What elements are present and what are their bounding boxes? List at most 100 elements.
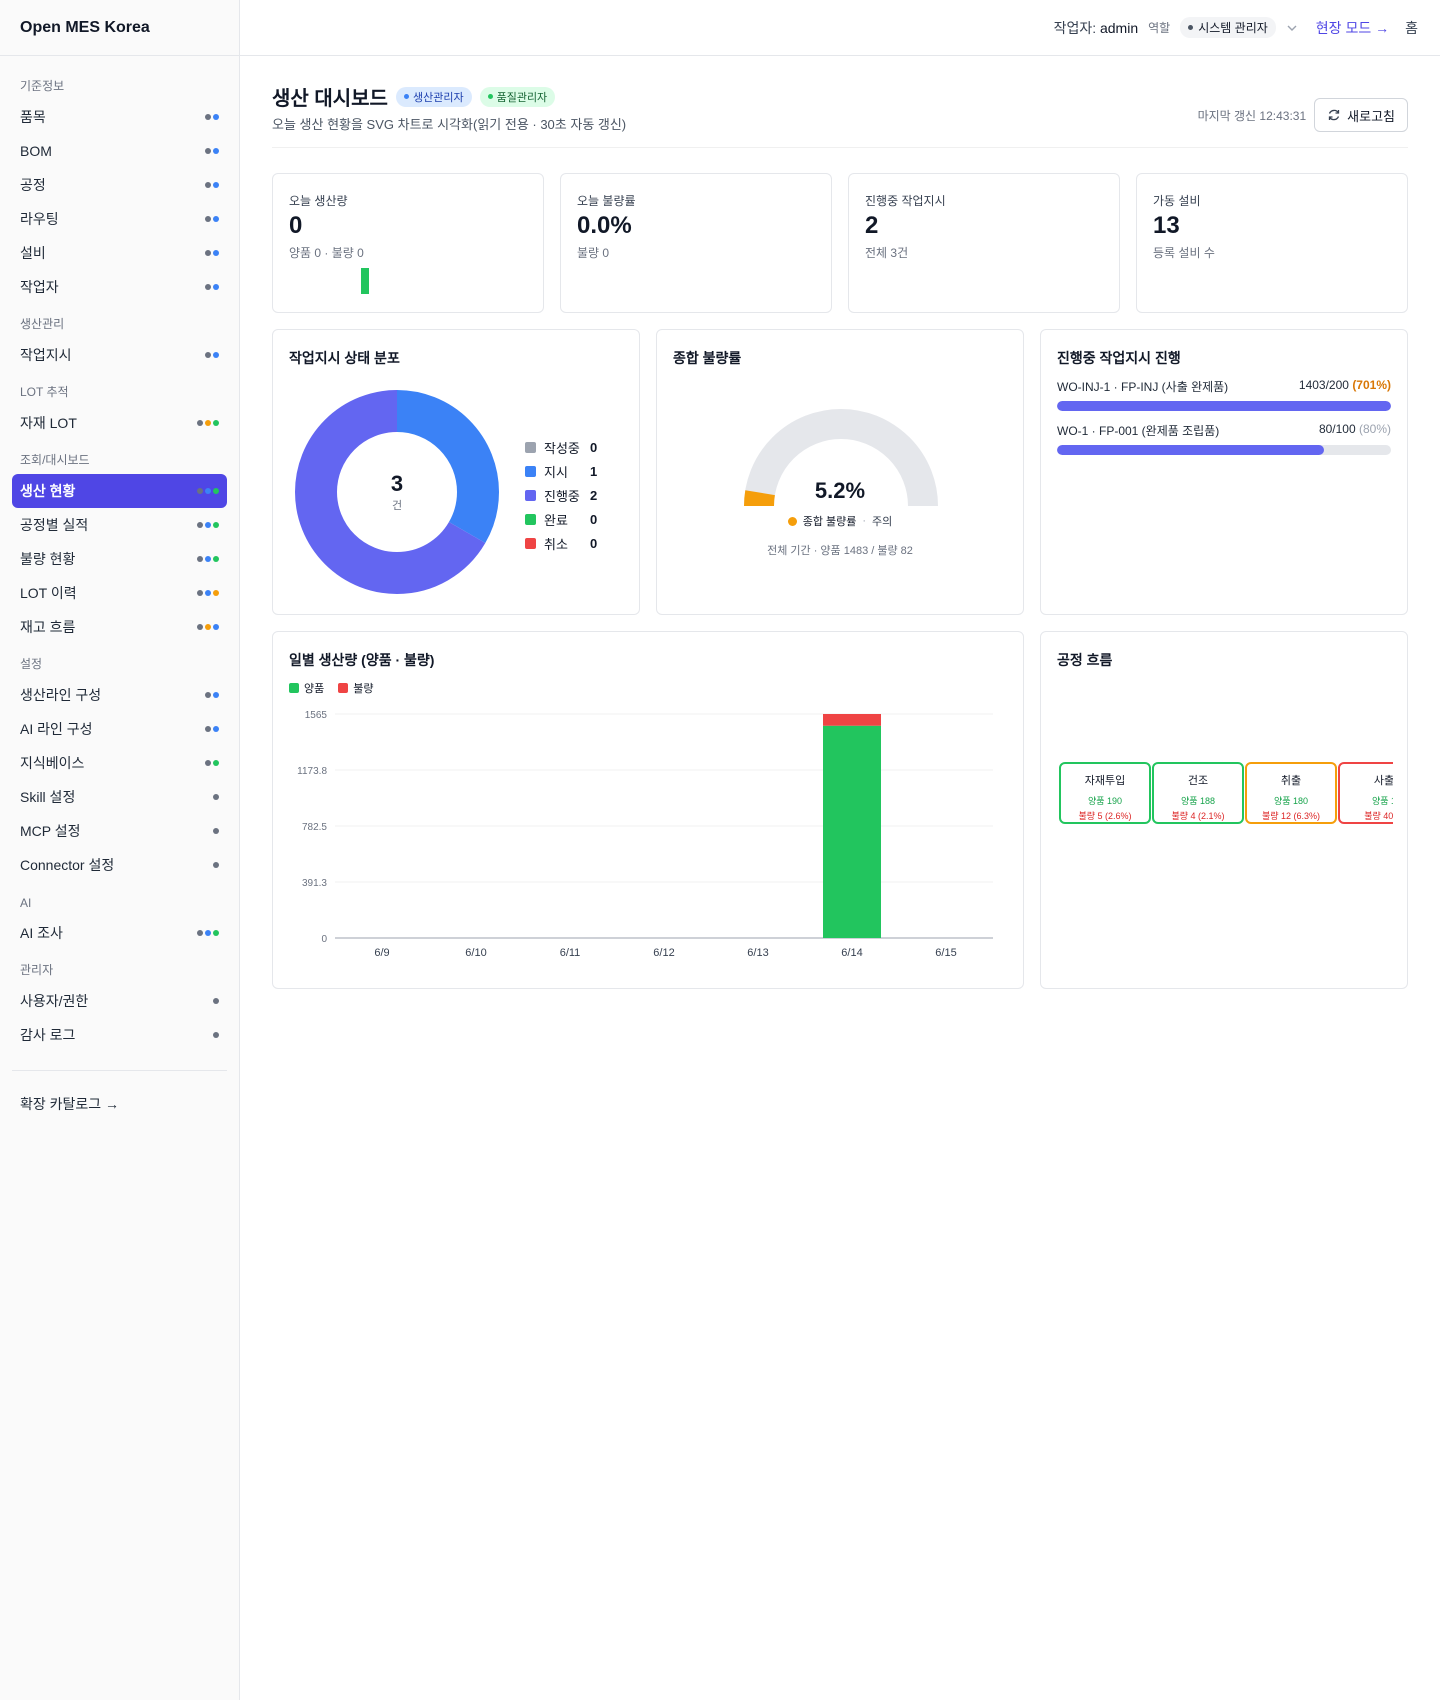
refresh-label: 새로고침	[1347, 108, 1395, 124]
sidebar-item[interactable]: Connector 설정	[12, 848, 227, 882]
process-step-name: 취출	[1280, 775, 1302, 787]
status-dot-icon	[213, 182, 219, 188]
process-step-name: 사출	[1373, 775, 1393, 787]
sidebar-item-label: 설비	[20, 245, 46, 261]
gauge-fill	[744, 490, 775, 507]
legend-swatch	[525, 441, 536, 453]
refresh-button[interactable]: 새로고침	[1314, 98, 1408, 132]
worker-name: admin	[1099, 19, 1139, 36]
status-dot-icon	[213, 284, 219, 290]
sidebar-item[interactable]: 감사 로그	[12, 1018, 227, 1052]
legend-label: 작성중	[544, 440, 580, 456]
sidebar-item[interactable]: 생산라인 구성	[12, 678, 227, 712]
sidebar-item-label: MCP 설정	[20, 823, 81, 839]
sidebar-item[interactable]: 품목	[12, 100, 227, 134]
wo-progress-card: 진행중 작업지시 진행 WO-INJ-1 · FP-INJ (사출 완제품) 14…	[1040, 329, 1408, 615]
extension-catalog-link[interactable]: 확장 카탈로그 →	[20, 1096, 120, 1112]
process-flow: 자재투입 양품 190 불량 5 (2.6%) 건조 양품 188 불량 4 (2.1%)…	[1059, 632, 1393, 988]
sidebar-item[interactable]: 설비	[12, 236, 227, 270]
sidebar-item[interactable]: BOM	[12, 134, 227, 168]
kpi-card-production: 오늘 생산량 0 양품 0 · 불량 0	[272, 173, 544, 313]
kpi-sub: 등록 설비 수	[1153, 246, 1215, 260]
refresh-area: 마지막 갱신 12:43:31 새로고침	[1198, 98, 1408, 132]
process-step[interactable]: 건조 양품 188 불량 4 (2.1%)	[1152, 762, 1244, 824]
sidebar-item-label: 생산라인 구성	[20, 687, 102, 703]
status-dots	[197, 488, 219, 494]
sidebar-item[interactable]: 라우팅	[12, 202, 227, 236]
sidebar-item-label: 재고 흐름	[20, 619, 76, 635]
kpi-label: 가동 설비	[1153, 194, 1201, 208]
status-dots	[205, 760, 219, 766]
field-mode-link[interactable]: 현장 모드 →	[1315, 19, 1390, 36]
chart-legend: 양품 불량	[289, 680, 374, 696]
status-dot-icon	[213, 556, 219, 562]
process-step-good: 양품 180	[1273, 796, 1309, 806]
sidebar-item[interactable]: 작업자	[12, 270, 227, 304]
sidebar-item-label: 라우팅	[20, 211, 59, 227]
donut-slice[interactable]	[295, 390, 499, 594]
legend-count: 0	[590, 439, 598, 455]
sidebar-item-label: 불량 현황	[20, 551, 76, 567]
process-step[interactable]: 자재투입 양품 190 불량 5 (2.6%)	[1059, 762, 1151, 824]
status-dot-icon	[213, 862, 219, 868]
legend-item: 완료 0	[525, 507, 597, 531]
status-dot-icon	[197, 522, 203, 528]
wo-progress-item[interactable]: WO-1 · FP-001 (완제품 조립품) 80/100 (80%)	[1057, 422, 1391, 455]
status-dot-icon	[205, 930, 211, 936]
worker-label: 작업자:	[1053, 19, 1097, 36]
process-step-good: 양품 188	[1180, 796, 1216, 806]
status-dot-icon	[213, 352, 219, 358]
sidebar-item[interactable]: 공정별 실적	[12, 508, 227, 542]
sidebar-item[interactable]: 생산 현황	[12, 474, 227, 508]
sidebar-item-label: 감사 로그	[20, 1027, 76, 1043]
chevron-down-icon[interactable]	[1286, 22, 1298, 34]
bar-defect[interactable]	[823, 714, 881, 726]
y-tick-label: 782.5	[302, 822, 327, 833]
sidebar-item[interactable]: 작업지시	[12, 338, 227, 372]
role-select[interactable]: 시스템 관리자	[1180, 17, 1276, 38]
nav-group-title: 조회/대시보드	[20, 453, 90, 467]
legend-label: 불량	[353, 683, 374, 695]
sidebar-item[interactable]: 지식베이스	[12, 746, 227, 780]
nav-group-title: 설정	[20, 657, 43, 671]
role-value: 시스템 관리자	[1198, 21, 1268, 35]
sidebar-item[interactable]: AI 라인 구성	[12, 712, 227, 746]
defect-rate-value: 5.2%	[814, 478, 866, 503]
app-title[interactable]: Open MES Korea	[0, 0, 239, 56]
kpi-value: 0	[289, 212, 303, 239]
status-dots	[213, 794, 219, 800]
sidebar-item-label: BOM	[20, 143, 52, 159]
sidebar-item-label: 공정	[20, 177, 46, 193]
sidebar-item[interactable]: 불량 현황	[12, 542, 227, 576]
refresh-icon	[1329, 109, 1340, 121]
process-step-bad: 불량 5 (2.6%)	[1078, 811, 1132, 821]
sidebar-item[interactable]: Skill 설정	[12, 780, 227, 814]
home-link[interactable]: 홈	[1405, 19, 1418, 36]
kpi-value: 2	[865, 212, 879, 239]
status-dots	[197, 624, 219, 630]
status-dots	[205, 250, 219, 256]
sidebar-item[interactable]: LOT 이력	[12, 576, 227, 610]
bar-good[interactable]	[823, 725, 881, 938]
wo-progress-item[interactable]: WO-INJ-1 · FP-INJ (사출 완제품) 1403/200 (701%…	[1057, 378, 1391, 411]
sidebar-item[interactable]: 사용자/권한	[12, 984, 227, 1018]
legend-label: 완료	[544, 512, 568, 528]
sidebar-item[interactable]: 재고 흐름	[12, 610, 227, 644]
main-content: 생산 대시보드 생산관리자 품질관리자 오늘 생산 현황을 SVG 차트로 시각…	[272, 56, 1408, 989]
sidebar-item[interactable]: 공정	[12, 168, 227, 202]
sidebar-item[interactable]: MCP 설정	[12, 814, 227, 848]
sidebar-item[interactable]: 자재 LOT	[12, 406, 227, 440]
nav-divider	[12, 1070, 227, 1071]
process-step[interactable]: 취출 양품 180 불량 12 (6.3%)	[1245, 762, 1337, 824]
status-dot-icon	[213, 1032, 219, 1038]
role-label: 역할	[1148, 21, 1171, 35]
last-update: 마지막 갱신 12:43:31	[1197, 108, 1307, 123]
status-donut-chart	[295, 390, 499, 594]
sidebar-item[interactable]: AI 조사	[12, 916, 227, 950]
legend-count: 1	[590, 463, 598, 479]
legend-swatch	[525, 537, 536, 549]
separator: ·	[862, 515, 867, 527]
status-dot-icon	[205, 624, 211, 630]
status-dot-icon	[213, 794, 219, 800]
